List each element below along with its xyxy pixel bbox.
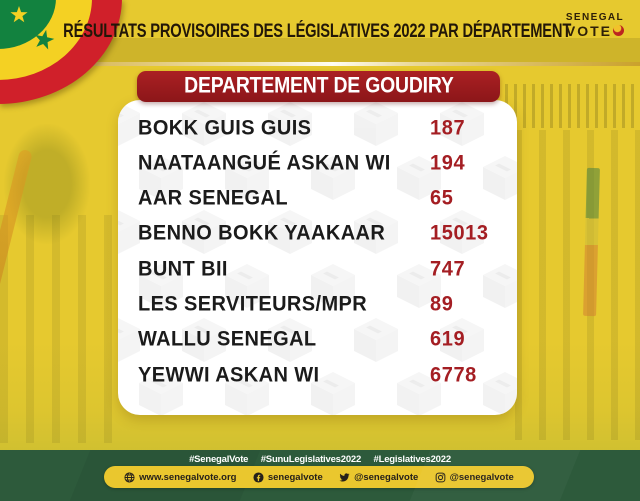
ballot-box-icon: [483, 156, 517, 200]
instagram-icon: [435, 472, 446, 483]
social-link-label: @senegalvote: [449, 471, 514, 483]
social-link: www.senegalvote.org: [124, 472, 236, 483]
ballot-box-icon: [268, 318, 312, 362]
vote-count: 89: [430, 292, 454, 316]
ballot-box-icon: [483, 264, 517, 308]
party-name: YEWWI ASKAN WI: [138, 362, 320, 387]
ballot-box-icon: [311, 156, 355, 200]
ballot-box-icon: [483, 372, 517, 415]
ballot-box-icon: [311, 372, 355, 415]
card-header-text: DEPARTEMENT DE GOUDIRY: [183, 73, 454, 99]
social-link-label: senegalvote: [267, 471, 323, 483]
ballot-box-icon: [440, 210, 484, 254]
banner-title-text: RÉSULTATS PROVISOIRES DES LÉGISLATIVES 2…: [63, 20, 572, 43]
vote-count: 65: [430, 186, 454, 210]
ballot-box-icon: [397, 372, 441, 415]
social-link: @senegalvote: [435, 472, 514, 483]
gold-divider: [0, 62, 640, 66]
ballot-box-icon: [225, 264, 269, 308]
background-columns-left: [0, 215, 114, 443]
logo-senegal-text: SENEGAL: [565, 12, 624, 23]
ballot-box-icon: [397, 264, 441, 308]
ballot-box-icon: [268, 102, 312, 146]
ballot-box-icon: [118, 210, 140, 254]
vote-count: 747: [430, 256, 466, 281]
ballot-box-icon: [182, 102, 226, 146]
ballot-box-icon: [397, 156, 441, 200]
hashtag: #Legislatives2022: [373, 454, 452, 465]
ballot-box-icon: [139, 372, 183, 415]
logo-vote-text: VOTE: [565, 22, 612, 39]
result-row: NAATAANGUÉ ASKAN WI 194: [138, 146, 503, 181]
social-link-label: www.senegalvote.org: [139, 471, 237, 483]
party-name: LES SERVITEURS/MPR: [138, 292, 368, 316]
party-name: AAR SENEGAL: [138, 186, 288, 210]
ballot-box-icon: [182, 210, 226, 254]
ballot-dot-icon: [612, 25, 624, 37]
ballot-box-icon: [311, 264, 355, 308]
ballot-box-icon: [440, 102, 484, 146]
ballot-box-icon: [182, 318, 226, 362]
ballot-box-icon: [139, 264, 183, 308]
results-card: BOKK GUIS GUIS 187 NAATAANGUÉ ASKAN WI 194 A…: [118, 100, 517, 415]
senegalvote-logo: SENEGAL VOTE: [565, 12, 624, 39]
result-row: AAR SENEGAL 65: [138, 181, 503, 216]
vote-count: 6778: [430, 362, 477, 387]
social-link: @senegalvote: [339, 472, 418, 483]
background-railing-right: [505, 84, 640, 128]
ballot-box-icon: [118, 102, 140, 146]
party-name: BOKK GUIS GUIS: [138, 115, 312, 140]
vote-count: 194: [430, 151, 466, 175]
result-row: BUNT BII 747: [138, 252, 503, 287]
twitter-icon: [339, 472, 350, 483]
party-name: WALLU SENEGAL: [138, 327, 317, 351]
facebook-icon: [253, 471, 264, 483]
vote-count: 187: [430, 115, 466, 140]
ballot-box-icon: [225, 372, 269, 415]
result-row: BOKK GUIS GUIS 187: [138, 111, 503, 146]
ballot-box-icon: [118, 318, 140, 362]
result-row: BENNO BOKK YAAKAAR 15013: [138, 216, 503, 251]
party-name: BUNT BII: [138, 256, 228, 281]
ballot-box-icon: [225, 156, 269, 200]
results-list: BOKK GUIS GUIS 187 NAATAANGUÉ ASKAN WI 194 A…: [118, 100, 517, 415]
social-link-label: @senegalvote: [354, 471, 419, 483]
globe-icon: [124, 471, 135, 483]
background-columns-right: [515, 130, 640, 440]
hashtags: #SenegalVote #SunuLegislatives2022 #Legi…: [0, 454, 640, 465]
vote-count: 15013: [430, 221, 489, 246]
social-links-bar: www.senegalvote.org senegalvote @senegalvo…: [104, 466, 534, 488]
result-row: WALLU SENEGAL 619: [138, 322, 503, 357]
result-row: YEWWI ASKAN WI 6778: [138, 358, 503, 393]
ballot-box-icon: [354, 102, 398, 146]
watermark-layer: [118, 100, 517, 415]
result-row: LES SERVITEURS/MPR 89: [138, 287, 503, 322]
vote-count: 619: [430, 327, 466, 351]
ballot-box-icon: [268, 210, 312, 254]
ballot-box-icon: [440, 318, 484, 362]
card-header: DEPARTEMENT DE GOUDIRY: [137, 71, 500, 102]
ballot-box-icon: [354, 210, 398, 254]
banner-title: RÉSULTATS PROVISOIRES DES LÉGISLATIVES 2…: [58, 20, 571, 42]
hashtag: #SunuLegislatives2022: [260, 454, 362, 465]
social-link: senegalvote: [253, 472, 323, 483]
hashtag: #SenegalVote: [189, 454, 249, 465]
senegal-flag-icon: [0, 0, 122, 104]
ballot-box-icon: [354, 318, 398, 362]
ballot-box-icon: [139, 156, 183, 200]
party-name: BENNO BOKK YAAKAAR: [138, 221, 386, 246]
party-name: NAATAANGUÉ ASKAN WI: [138, 151, 391, 175]
footer: #SenegalVote #SunuLegislatives2022 #Legi…: [0, 450, 640, 501]
